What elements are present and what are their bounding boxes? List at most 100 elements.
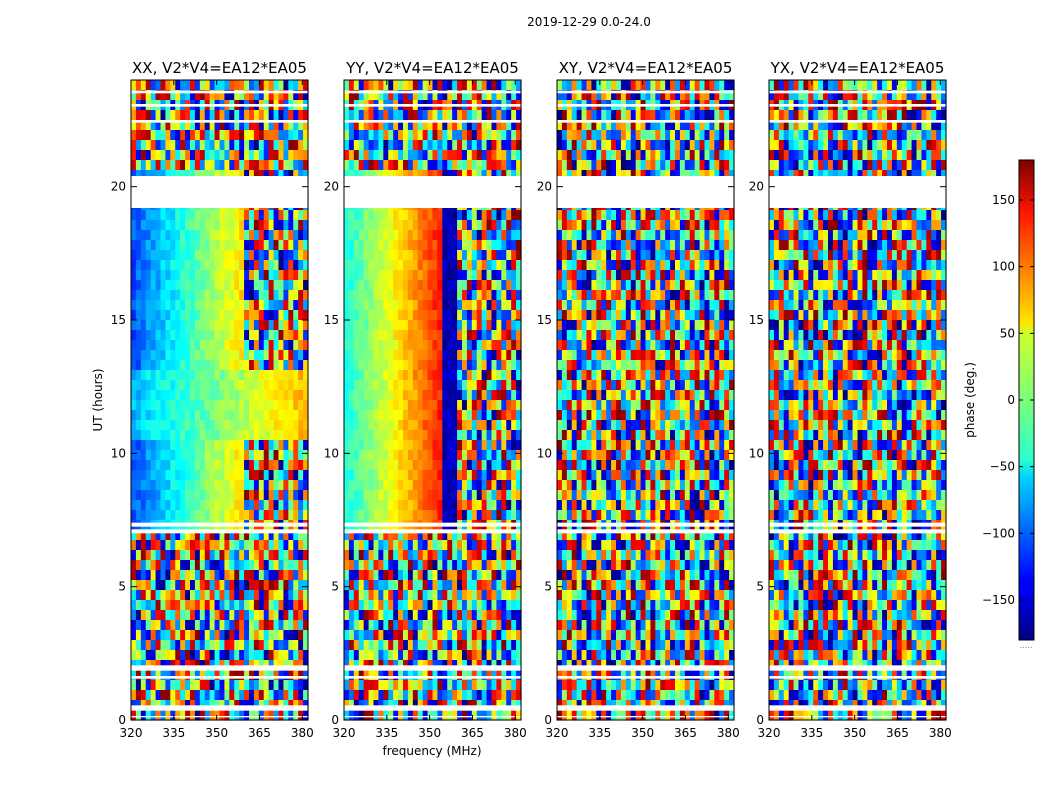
phase-cell bbox=[229, 170, 235, 181]
phase-cell bbox=[729, 110, 735, 121]
phase-cell bbox=[194, 430, 201, 441]
phase-cell bbox=[403, 670, 409, 681]
phase-cell bbox=[249, 650, 255, 661]
phase-cell bbox=[199, 590, 206, 601]
phase-cell bbox=[293, 80, 299, 91]
phase-cell bbox=[486, 230, 493, 241]
phase-cell bbox=[298, 630, 304, 641]
phase-cell bbox=[486, 650, 493, 661]
phase-cell bbox=[155, 350, 162, 361]
phase-cell bbox=[344, 480, 350, 491]
phase-cell bbox=[422, 360, 429, 371]
phase-cell bbox=[135, 80, 142, 91]
phase-cell bbox=[190, 230, 196, 241]
phase-cell bbox=[447, 480, 453, 491]
x-tick-label: 320 bbox=[120, 726, 143, 740]
phase-cell bbox=[244, 610, 250, 621]
phase-cell bbox=[393, 440, 399, 451]
phase-cell bbox=[506, 540, 512, 551]
phase-cell bbox=[298, 540, 304, 551]
phase-cell bbox=[303, 490, 309, 501]
phase-cell bbox=[288, 660, 294, 671]
phase-cell bbox=[209, 230, 216, 241]
phase-cell bbox=[293, 140, 299, 151]
phase-cell bbox=[298, 350, 304, 361]
phase-cell bbox=[135, 540, 142, 551]
phase-cell bbox=[378, 480, 384, 491]
phase-cell bbox=[601, 110, 607, 121]
phase-cell bbox=[422, 570, 429, 581]
phase-cell bbox=[170, 630, 176, 641]
phase-cell bbox=[204, 400, 211, 411]
phase-cell bbox=[219, 370, 226, 381]
phase-cell bbox=[481, 410, 488, 421]
phase-cell bbox=[219, 130, 226, 141]
phase-cell bbox=[417, 500, 424, 511]
phase-cell bbox=[516, 650, 522, 661]
phase-cell bbox=[491, 640, 498, 651]
phase-cell bbox=[190, 610, 196, 621]
phase-cell bbox=[407, 540, 414, 551]
phase-cell bbox=[165, 710, 171, 721]
phase-cell bbox=[258, 270, 265, 281]
phase-cell bbox=[501, 330, 507, 341]
phase-cell bbox=[383, 700, 389, 711]
phase-cell bbox=[344, 640, 350, 651]
phase-cell bbox=[229, 500, 235, 511]
phase-cell bbox=[388, 270, 394, 281]
phase-cell bbox=[348, 90, 355, 101]
phase-cell bbox=[273, 240, 280, 251]
phase-cell bbox=[471, 110, 478, 121]
phase-cell bbox=[273, 660, 280, 671]
phase-cell bbox=[175, 140, 181, 151]
phase-cell bbox=[234, 450, 240, 461]
phase-cell bbox=[422, 550, 429, 561]
phase-cell bbox=[398, 110, 404, 121]
phase-cell bbox=[244, 300, 250, 311]
phase-cell bbox=[150, 410, 157, 421]
phase-cell bbox=[427, 290, 434, 301]
phase-cell bbox=[219, 160, 226, 171]
phase-cell bbox=[388, 310, 394, 321]
phase-cell bbox=[209, 700, 216, 711]
phase-cell bbox=[273, 590, 280, 601]
phase-cell bbox=[373, 620, 380, 631]
phase-cell bbox=[412, 240, 419, 251]
phase-cell bbox=[214, 640, 221, 651]
phase-cell bbox=[511, 170, 517, 181]
phase-cell bbox=[229, 600, 235, 611]
y-tick-label: 20 bbox=[324, 180, 339, 194]
phase-cell bbox=[190, 480, 196, 491]
phase-cell bbox=[180, 340, 186, 351]
phase-cell bbox=[417, 380, 424, 391]
phase-cell bbox=[165, 260, 171, 271]
phase-cell bbox=[263, 590, 270, 601]
phase-cell bbox=[209, 430, 216, 441]
phase-cell bbox=[383, 120, 389, 131]
phase-cell bbox=[457, 280, 463, 291]
phase-cell bbox=[344, 350, 350, 361]
phase-cell bbox=[447, 310, 453, 321]
phase-cell bbox=[719, 150, 725, 161]
phase-cell bbox=[150, 420, 157, 431]
phase-cell bbox=[199, 340, 206, 351]
phase-cell bbox=[135, 420, 142, 431]
phase-cell bbox=[457, 550, 463, 561]
phase-cell bbox=[224, 170, 230, 181]
phase-cell bbox=[204, 90, 211, 101]
phase-cell bbox=[268, 350, 275, 361]
phase-cell bbox=[175, 560, 181, 571]
phase-cell bbox=[383, 650, 389, 661]
phase-cell bbox=[180, 460, 186, 471]
phase-cell bbox=[491, 240, 498, 251]
phase-cell bbox=[135, 460, 142, 471]
phase-cell bbox=[353, 250, 360, 261]
phase-cell bbox=[278, 150, 285, 161]
phase-cell bbox=[511, 380, 517, 391]
phase-cell bbox=[160, 500, 167, 511]
phase-cell bbox=[185, 150, 191, 161]
phase-cell bbox=[353, 390, 360, 401]
phase-cell bbox=[462, 460, 468, 471]
phase-cell bbox=[447, 250, 453, 261]
phase-cell bbox=[437, 320, 443, 331]
